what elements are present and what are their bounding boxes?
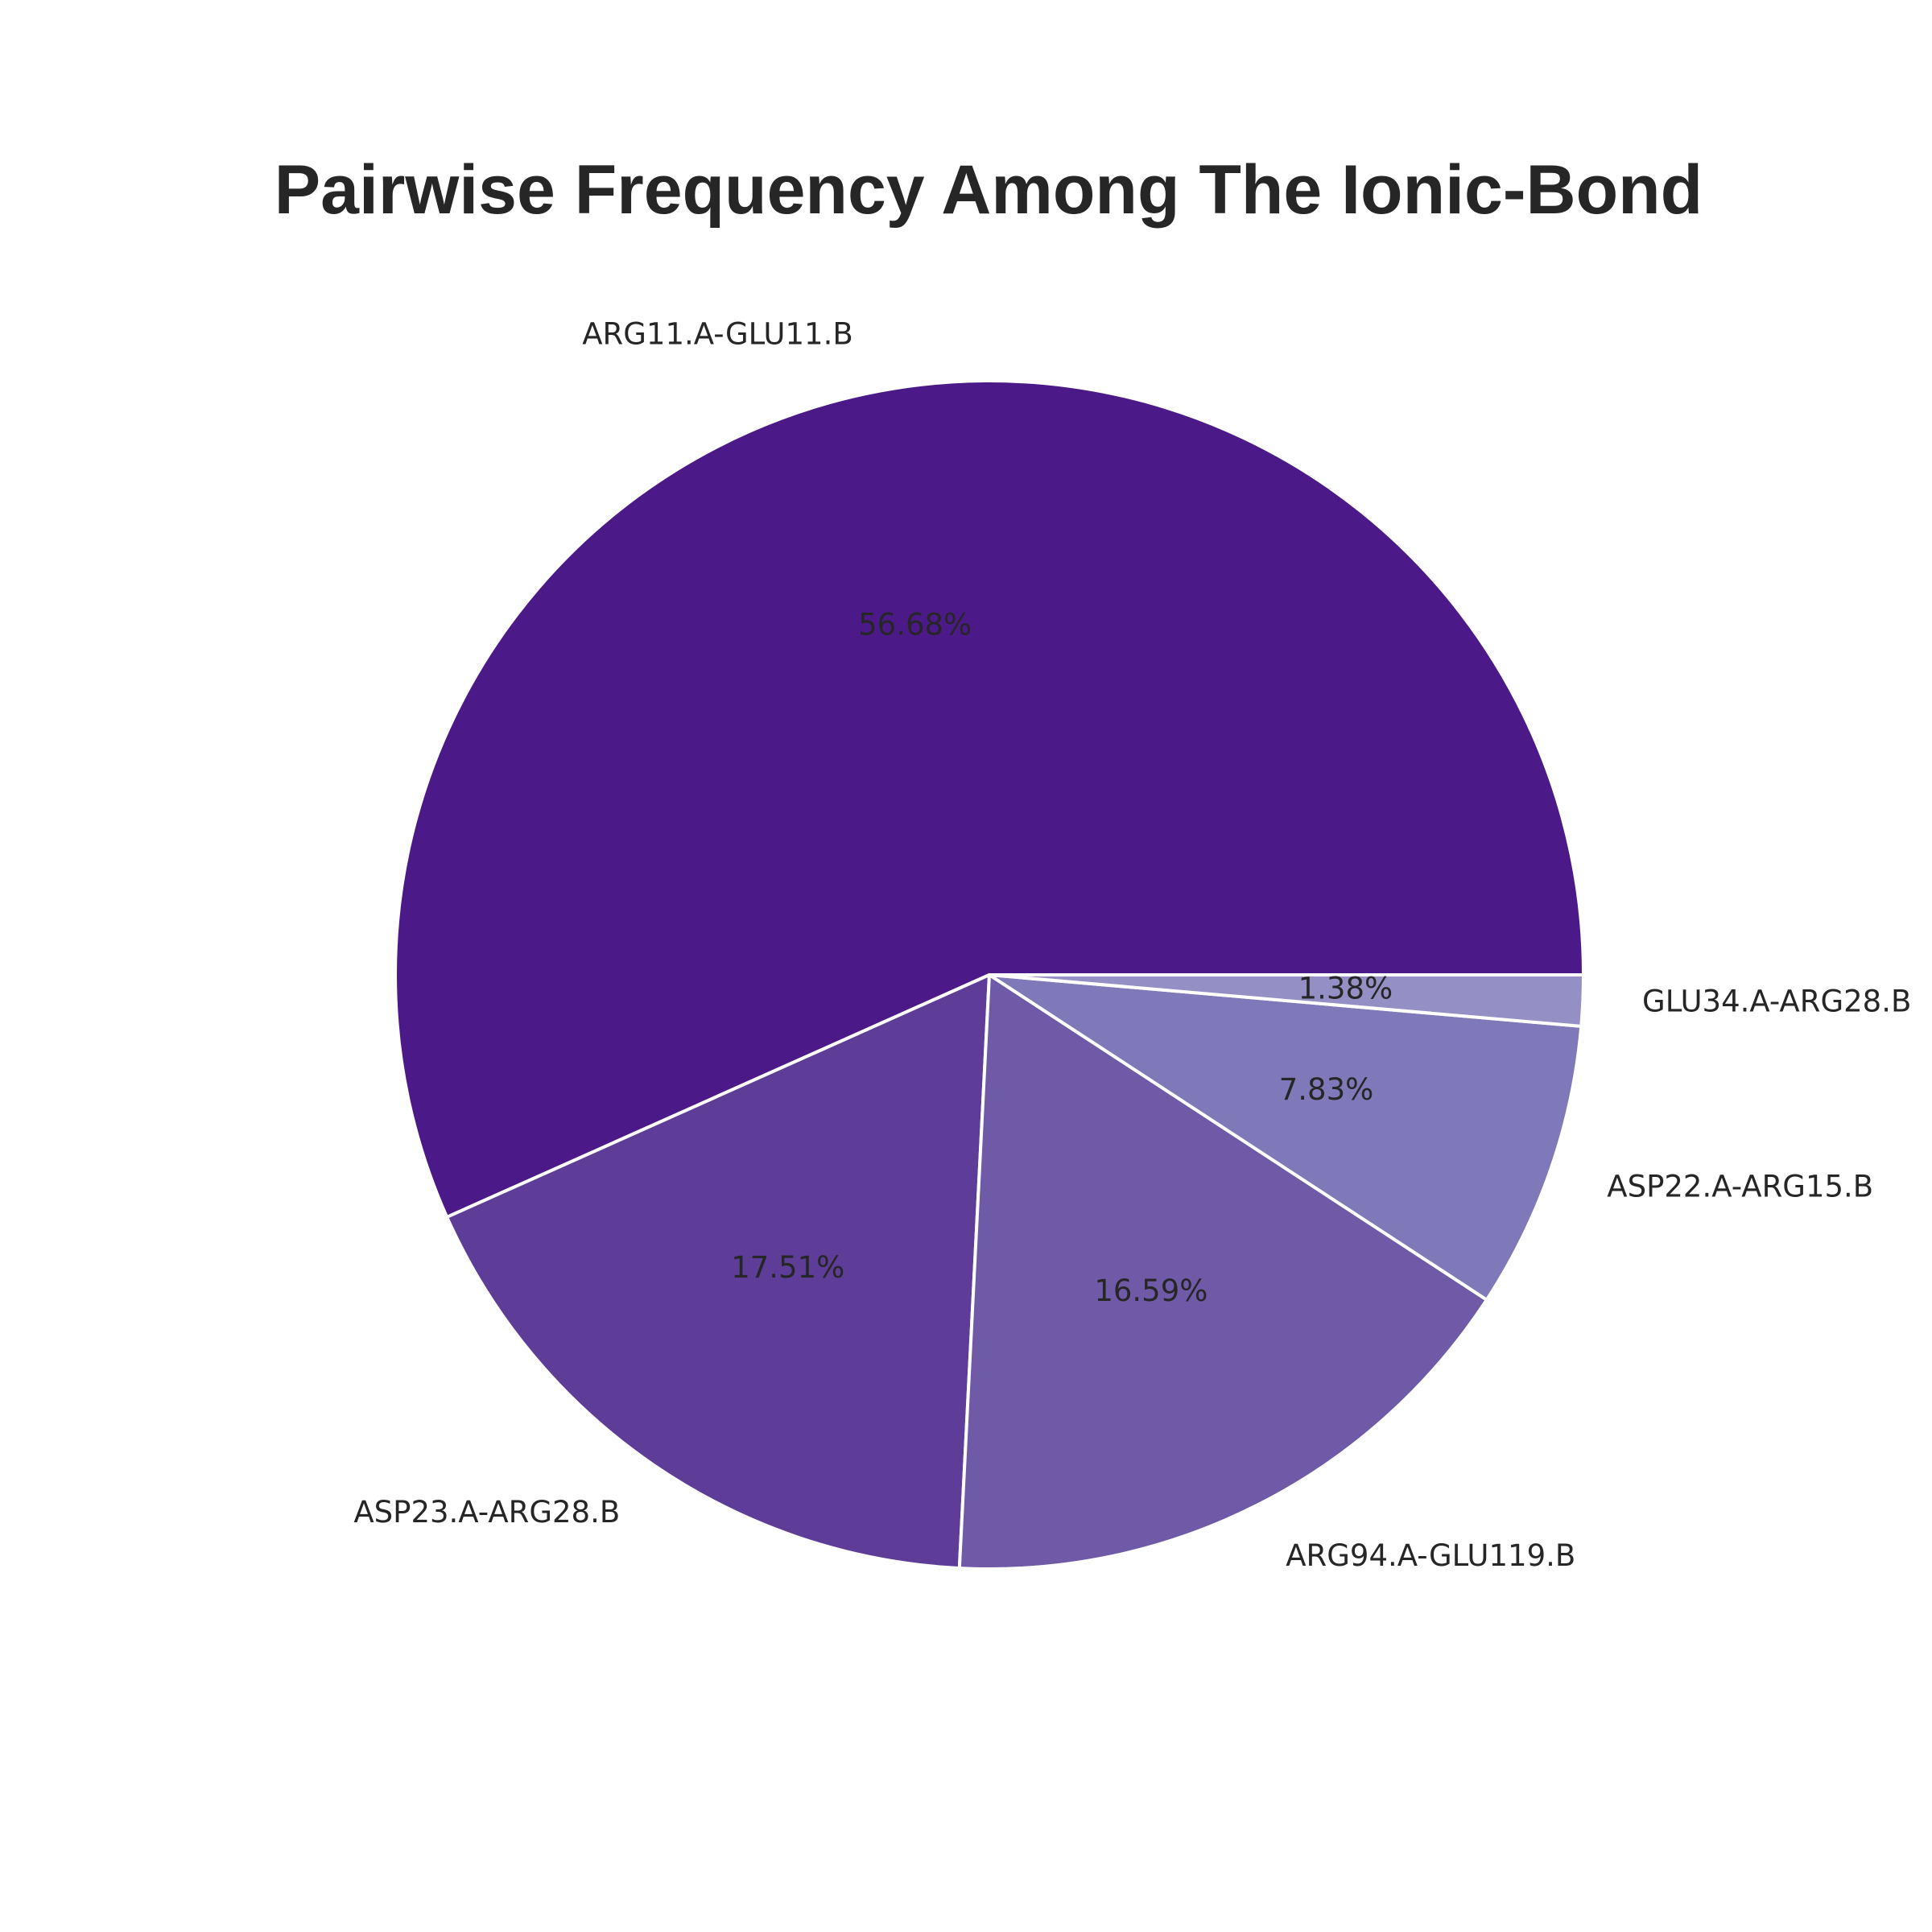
pie-slice-1 <box>394 379 1585 1219</box>
slice-percentage-1: 56.68% <box>858 607 972 642</box>
pie-slice-3 <box>957 973 1488 1571</box>
chart-title: Pairwise Frequency Among The Ionic-Bond <box>275 151 1703 229</box>
slice-percentage-3: 16.59% <box>1094 1274 1208 1308</box>
slice-percentage-2: 17.51% <box>731 1250 844 1285</box>
pie-slice-2 <box>445 973 991 1571</box>
pie-slices <box>394 379 1586 1571</box>
slice-percentage-4: 7.83% <box>1279 1072 1374 1107</box>
pie-slice-5 <box>988 973 1586 1028</box>
pie-slice-4 <box>988 973 1583 1302</box>
slice-label-3: ARG94.A-GLU119.B <box>1286 1538 1575 1573</box>
pie-labels: ARG11.A-GLU11.B 56.68% ASP23.A-ARG28.B 17.5… <box>353 317 1911 1573</box>
slice-percentage-5: 1.38% <box>1298 972 1393 1006</box>
slice-label-2: ASP23.A-ARG28.B <box>353 1495 620 1530</box>
slice-label-1: ARG11.A-GLU11.B <box>582 317 853 352</box>
slice-label-5: GLU34.A-ARG28.B <box>1642 985 1911 1019</box>
slice-label-4: ASP22.A-ARG15.B <box>1607 1170 1873 1204</box>
